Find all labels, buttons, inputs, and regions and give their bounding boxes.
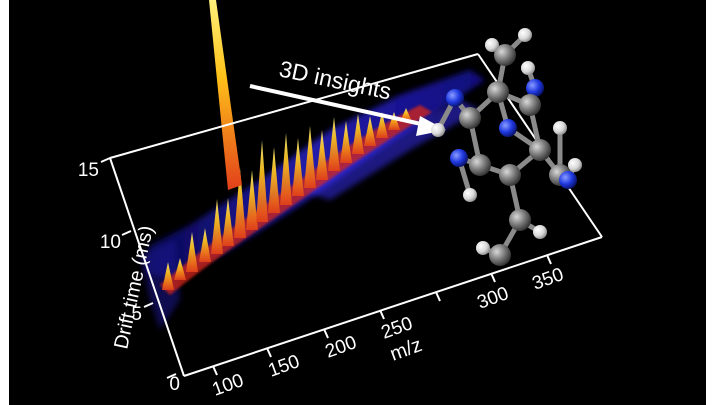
hydrogen-atom (431, 123, 445, 137)
spectrum-peak (222, 198, 234, 246)
spectrum-peak (340, 121, 352, 163)
peak-group (162, 108, 412, 290)
spectrum-peak (162, 262, 174, 290)
spectrum-peak (280, 133, 292, 205)
hydrogen-atom (533, 225, 547, 239)
spectrum-peak (211, 199, 223, 254)
x-axis-ticks (212, 254, 552, 376)
spectrum-peak (328, 117, 340, 171)
carbon-atom (499, 164, 521, 186)
spectrum-peak (304, 126, 316, 188)
spectrum-peak (316, 130, 328, 180)
spectrum-peak (256, 140, 268, 222)
spectrum-peak (352, 114, 364, 154)
spectrum-peak (246, 170, 258, 230)
hydrogen-atom (568, 158, 582, 172)
spectrum-peak (234, 168, 246, 238)
nitrogen-atom (446, 89, 464, 107)
carbon-atom (509, 209, 531, 231)
carbon-atom (459, 107, 481, 129)
y-axis-tick-labels: 15 10 5 0 (78, 160, 180, 395)
y-tick-15: 15 (78, 160, 99, 181)
y-tick-0: 0 (169, 374, 180, 395)
spectrum-peak (292, 138, 304, 196)
nitrogen-atom (499, 119, 517, 137)
tallest-peak (209, 0, 242, 190)
mobility-ridge-core (160, 105, 432, 295)
hydrogen-atom (518, 28, 532, 42)
spectrum-peak (364, 116, 376, 146)
nitrogen-atom (559, 171, 577, 189)
carbon-atom (487, 81, 509, 103)
spectrum-peak (268, 147, 280, 213)
spectrum-peak (186, 232, 198, 272)
annotation-arrow-shaft (249, 84, 431, 128)
spectrum-peak (199, 228, 211, 262)
molecular-structure (431, 28, 582, 266)
carbon-atom (529, 139, 551, 161)
spectrum-peak (376, 112, 388, 138)
carbon-atom (519, 94, 541, 116)
y-axis-ticks (100, 157, 177, 379)
carbon-atom (494, 44, 516, 66)
hydrogen-atom (476, 241, 490, 255)
nitrogen-atom (526, 79, 544, 97)
spectrum-peak (174, 258, 186, 280)
hydrogen-atom (521, 61, 535, 75)
hydrogen-atom (553, 121, 567, 135)
nitrogen-atom (450, 149, 468, 167)
spectrum-peak (388, 112, 400, 130)
carbon-atom (469, 154, 491, 176)
hydrogen-atom (485, 38, 499, 52)
hydrogen-atom (463, 188, 477, 202)
carbon-atom (489, 244, 511, 266)
y-tick-5: 5 (131, 304, 142, 325)
y-tick-10: 10 (100, 232, 121, 253)
